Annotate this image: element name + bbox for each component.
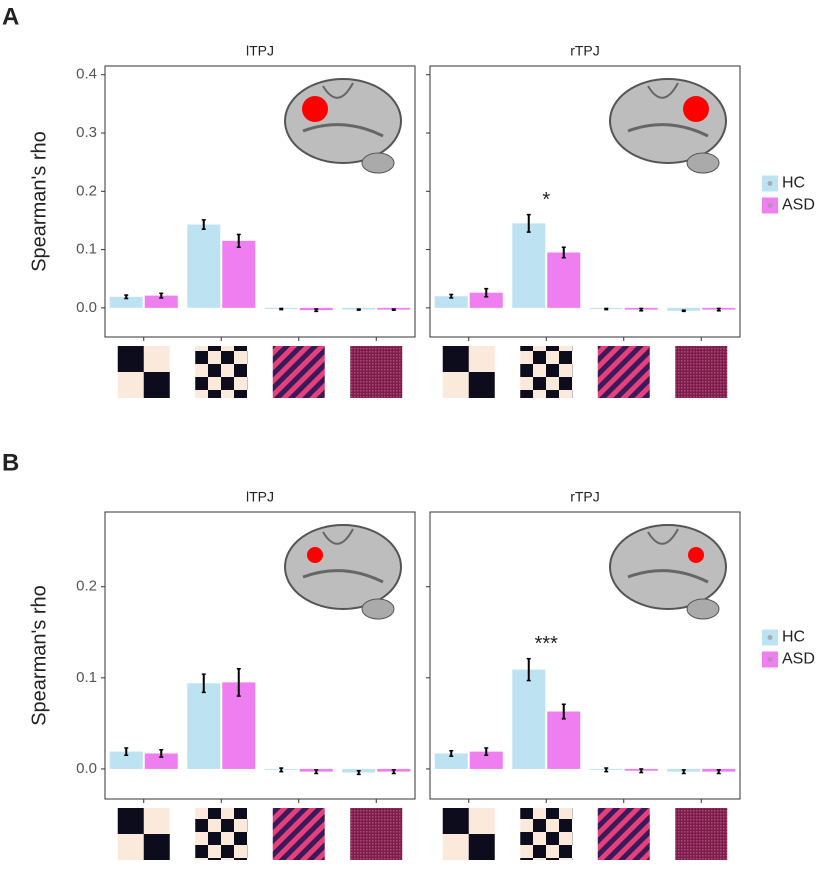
plot-frame (104, 65, 416, 338)
bar (434, 296, 468, 308)
brain-sulcus (322, 82, 354, 99)
brain-image (609, 524, 727, 610)
y-tick-label: 0.1 (76, 669, 97, 686)
strip-title: lTPJ (246, 489, 274, 505)
stimulus-icon-part (442, 808, 469, 834)
legend-label: HC (782, 175, 805, 192)
brain-sulcus (322, 528, 354, 545)
brain-image (609, 78, 727, 164)
plot-frame (429, 511, 741, 800)
legend-dot (767, 635, 773, 640)
stimulus-icon (350, 808, 403, 860)
y-tick-label: 0.1 (76, 241, 97, 258)
plot-frame (104, 511, 416, 800)
roi-marker (302, 96, 328, 122)
stimulus-icon-part (117, 808, 144, 834)
y-tick-label: 0.2 (76, 578, 97, 595)
legend-dot (767, 181, 773, 186)
significance-label: * (542, 189, 550, 211)
panel-label: B (2, 449, 19, 476)
stimulus-icon (195, 346, 248, 398)
y-tick-label: 0.3 (76, 124, 97, 141)
roi-marker (688, 547, 704, 563)
brain-sulcus (627, 123, 709, 138)
panel-label: A (2, 3, 19, 30)
bar (512, 223, 546, 308)
y-tick-label: 0.2 (76, 182, 97, 199)
strip-title: rTPJ (570, 489, 600, 505)
bar (512, 669, 546, 769)
legend-label: ASD (782, 651, 815, 668)
legend-label: HC (782, 629, 805, 646)
y-axis-label: Spearman's rho (28, 131, 50, 272)
stimulus-icon (520, 346, 573, 398)
y-tick-label: 0.0 (76, 299, 97, 316)
brain-cerebellum (361, 598, 395, 620)
bar (109, 751, 143, 769)
bar (187, 683, 221, 769)
strip-title: lTPJ (246, 43, 274, 59)
stimulus-icon (272, 808, 325, 860)
bar (144, 753, 178, 769)
stimulus-icon (675, 808, 728, 860)
brain-image (284, 78, 402, 164)
roi-marker (307, 547, 323, 563)
brain-sulcus (302, 569, 384, 584)
brain-sulcus (302, 123, 384, 138)
plot-frame (429, 65, 741, 338)
bar (187, 224, 221, 308)
bar (547, 711, 581, 769)
bar (434, 753, 468, 769)
stimulus-icon-part (117, 346, 144, 372)
stimulus-icon (272, 346, 325, 398)
stimulus-icon (597, 346, 650, 398)
bar (547, 252, 581, 308)
brain-sulcus (647, 528, 679, 545)
stimulus-icon (350, 346, 403, 398)
stimulus-icon-part (143, 372, 170, 398)
bar (109, 296, 143, 308)
stimulus-icon-part (468, 834, 495, 860)
stimulus-icon (195, 808, 248, 860)
bar (667, 307, 701, 311)
brain-cerebellum (686, 598, 720, 620)
brain-cerebellum (686, 152, 720, 174)
brain-sulcus (647, 82, 679, 99)
bar (144, 295, 178, 308)
bar (469, 751, 503, 769)
significance-label: *** (535, 633, 559, 655)
bar (469, 292, 503, 308)
bar (222, 682, 256, 769)
stimulus-icon (675, 346, 728, 398)
stimulus-icon (597, 808, 650, 860)
stimulus-icon-part (468, 372, 495, 398)
legend-dot (767, 203, 773, 208)
strip-title: rTPJ (570, 43, 600, 59)
stimulus-icon-part (143, 834, 170, 860)
bar (222, 240, 256, 308)
brain-sulcus (627, 569, 709, 584)
stimulus-icon-part (442, 346, 469, 372)
legend-label: ASD (782, 197, 815, 214)
legend-dot (767, 657, 773, 662)
roi-marker (683, 96, 709, 122)
y-tick-label: 0.0 (76, 760, 97, 777)
y-tick-label: 0.4 (76, 66, 97, 83)
brain-image (284, 524, 402, 610)
stimulus-icon (520, 808, 573, 860)
brain-cerebellum (361, 152, 395, 174)
y-axis-label: Spearman's rho (28, 585, 50, 726)
